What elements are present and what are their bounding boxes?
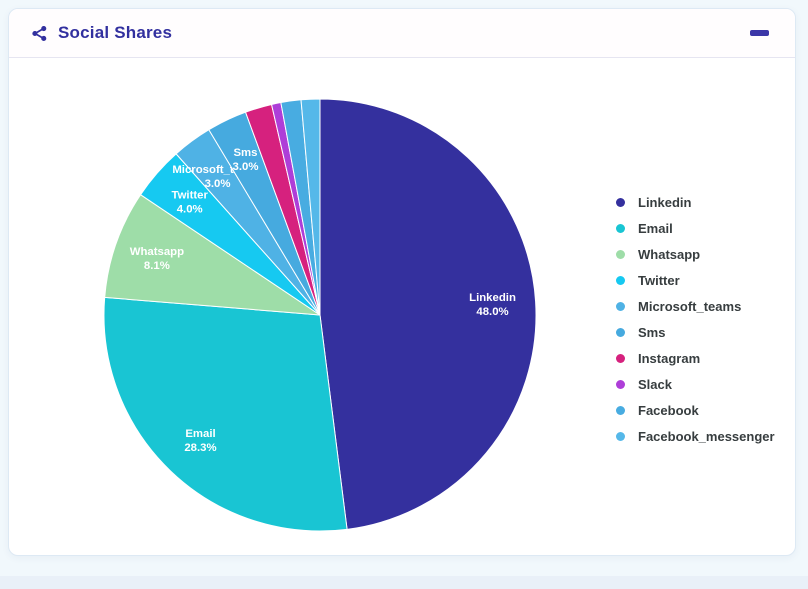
legend-item-microsoft_teams[interactable]: Microsoft_teams [616, 294, 775, 320]
legend-label: Facebook_messenger [638, 429, 775, 444]
legend-item-whatsapp[interactable]: Whatsapp [616, 242, 775, 268]
legend-dot [616, 354, 625, 363]
card-header: Social Shares [9, 9, 795, 58]
legend-label: Sms [638, 325, 666, 340]
legend-dot [616, 250, 625, 259]
pie-slice-email[interactable] [103, 296, 348, 532]
legend-label: Facebook [638, 403, 699, 418]
slice-label-linkedin: Linkedin 48.0% [469, 292, 516, 318]
legend-label: Twitter [638, 273, 680, 288]
legend-dot [616, 380, 625, 389]
legend: Linkedin Email Whatsapp Twitter Microsoft_te… [616, 190, 775, 450]
legend-dot [616, 432, 625, 441]
collapse-button[interactable] [748, 24, 771, 42]
legend-label: Linkedin [638, 195, 692, 210]
legend-item-facebook_messenger[interactable]: Facebook_messenger [616, 424, 775, 450]
legend-label: Whatsapp [638, 247, 701, 262]
card-body: Linkedin 48.0% Email 28.3% Whatsapp 8.1% Twitt… [9, 58, 795, 555]
legend-item-sms[interactable]: Sms [616, 320, 775, 346]
share-icon [32, 25, 47, 41]
pie-slice-whatsapp[interactable] [104, 194, 321, 316]
pie-slice-linkedin[interactable] [319, 98, 537, 530]
legend-label: Email [638, 221, 673, 236]
pie-chart: Linkedin 48.0% Email 28.3% Whatsapp 8.1% Twitt… [103, 98, 537, 532]
slice-label-whatsapp: Whatsapp 8.1% [130, 246, 184, 272]
legend-dot [616, 406, 625, 415]
legend-label: Instagram [638, 351, 701, 366]
legend-dot [616, 198, 625, 207]
legend-dot [616, 328, 625, 337]
legend-dot [616, 302, 625, 311]
slice-label-email: Email 28.3% [184, 428, 216, 454]
next-section-strip [0, 576, 808, 589]
legend-label: Slack [638, 377, 672, 392]
card-title: Social Shares [58, 23, 173, 42]
legend-item-email[interactable]: Email [616, 216, 775, 242]
legend-item-instagram[interactable]: Instagram [616, 346, 775, 372]
legend-item-twitter[interactable]: Twitter [616, 268, 775, 294]
legend-dot [616, 276, 625, 285]
minus-icon [750, 30, 769, 36]
legend-item-linkedin[interactable]: Linkedin [616, 190, 775, 216]
social-shares-card: Social Shares Linkedin 48.0% Email 28.3% Wha… [8, 8, 796, 556]
slice-label-sms: Sms 3.0% [233, 147, 259, 173]
legend-label: Microsoft_teams [638, 299, 742, 314]
slice-label-twitter: Twitter 4.0% [171, 190, 208, 216]
pie-slice-facebook_messenger[interactable] [300, 98, 321, 316]
legend-item-facebook[interactable]: Facebook [616, 398, 775, 424]
legend-dot [616, 224, 625, 233]
legend-item-slack[interactable]: Slack [616, 372, 775, 398]
